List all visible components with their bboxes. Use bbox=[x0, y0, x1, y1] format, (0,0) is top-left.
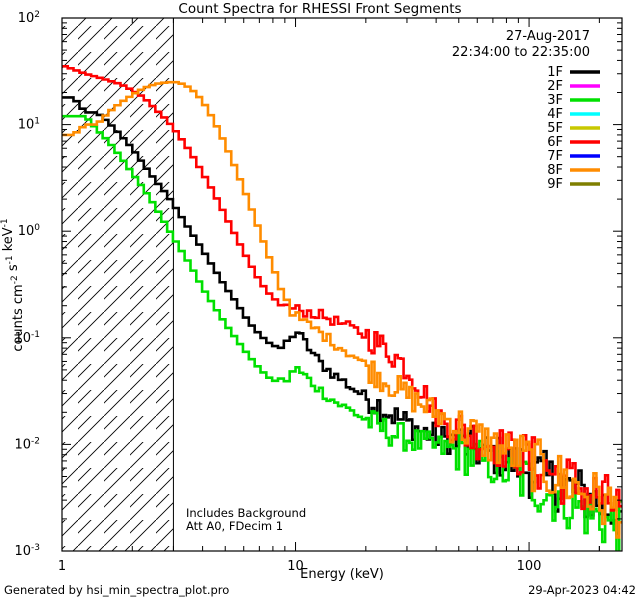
legend-item-7F: 7F bbox=[547, 149, 600, 164]
data-series-group bbox=[62, 65, 622, 551]
svg-text:1: 1 bbox=[58, 559, 66, 574]
series-line-1F bbox=[62, 96, 622, 535]
axes bbox=[61, 17, 623, 552]
svg-text:102: 102 bbox=[18, 10, 40, 26]
series-line-8F bbox=[62, 80, 622, 539]
annotation-includes-background: Includes Background bbox=[186, 506, 306, 520]
legend-item-6F: 6F bbox=[547, 135, 600, 150]
svg-text:100: 100 bbox=[517, 559, 542, 574]
legend-label-4F: 4F bbox=[547, 107, 563, 122]
legend-label-6F: 6F bbox=[547, 135, 563, 150]
legend-item-9F: 9F bbox=[547, 177, 600, 192]
legend-item-1F: 1F bbox=[547, 65, 600, 80]
series-line-6F bbox=[62, 65, 622, 512]
chart-title: Count Spectra for RHESSI Front Segments bbox=[178, 1, 461, 17]
svg-text:Energy (keV): Energy (keV) bbox=[300, 567, 384, 582]
legend-item-8F: 8F bbox=[547, 163, 600, 178]
footer: Generated by hsi_min_spectra_plot.pro 29-… bbox=[4, 583, 636, 597]
y-tick-labels: 102 101 100 10-1 10-2 10-3 bbox=[14, 10, 40, 559]
footer-generated-by: Generated by hsi_min_spectra_plot.pro bbox=[4, 583, 229, 597]
svg-text:22:34:00 to 22:35:00: 22:34:00 to 22:35:00 bbox=[452, 45, 590, 60]
legend-item-5F: 5F bbox=[547, 121, 600, 136]
hatched-excluded-region bbox=[62, 18, 174, 551]
svg-text:counts cm-2 s-1 keV-1: counts cm-2 s-1 keV-1 bbox=[0, 218, 26, 351]
legend-label-7F: 7F bbox=[547, 149, 563, 164]
footer-timestamp: 29-Apr-2023 04:42 bbox=[528, 583, 636, 597]
x-axis-label: Energy (keV) bbox=[300, 567, 384, 582]
svg-text:10: 10 bbox=[287, 559, 304, 574]
legend-item-4F: 4F bbox=[547, 107, 600, 122]
svg-text:10-3: 10-3 bbox=[14, 543, 40, 559]
svg-text:27-Aug-2017: 27-Aug-2017 bbox=[506, 29, 590, 44]
svg-text:10-2: 10-2 bbox=[14, 436, 40, 452]
svg-text:101: 101 bbox=[18, 117, 40, 133]
series-line-3F bbox=[62, 114, 622, 551]
legend-label-3F: 3F bbox=[547, 93, 563, 108]
legend-label-1F: 1F bbox=[547, 65, 563, 80]
svg-text:100: 100 bbox=[18, 223, 41, 239]
legend-label-2F: 2F bbox=[547, 79, 563, 94]
legend-item-3F: 3F bbox=[547, 93, 600, 108]
annotation-attenuator: Att A0, FDecim 1 bbox=[186, 519, 283, 533]
x-tick-labels: 1 10 100 bbox=[58, 559, 542, 574]
legend-label-5F: 5F bbox=[547, 121, 563, 136]
y-axis-label: counts cm-2 s-1 keV-1 bbox=[0, 218, 26, 351]
legend-label-9F: 9F bbox=[547, 177, 563, 192]
svg-text:Count Spectra for RHESSI Front: Count Spectra for RHESSI Front Segments bbox=[178, 1, 461, 17]
svg-text:10-1: 10-1 bbox=[14, 330, 40, 346]
legend-item-2F: 2F bbox=[547, 79, 600, 94]
legend-label-8F: 8F bbox=[547, 163, 563, 178]
